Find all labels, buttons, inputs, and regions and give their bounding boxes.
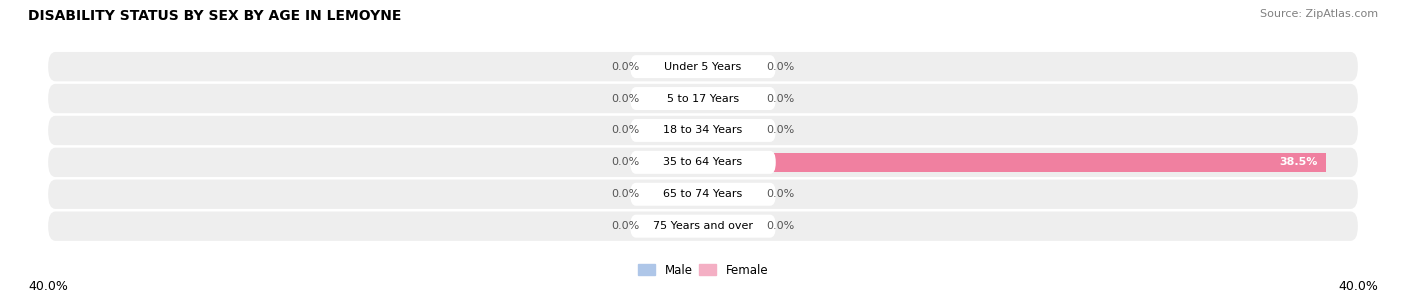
Text: 75 Years and over: 75 Years and over (652, 221, 754, 231)
Text: 0.0%: 0.0% (612, 125, 640, 135)
Text: 0.0%: 0.0% (612, 221, 640, 231)
Text: 5 to 17 Years: 5 to 17 Years (666, 94, 740, 103)
Text: Under 5 Years: Under 5 Years (665, 62, 741, 72)
Bar (703, 153, 1326, 172)
Text: 40.0%: 40.0% (1339, 280, 1378, 293)
Bar (647, 217, 703, 236)
FancyBboxPatch shape (630, 183, 776, 206)
Text: 0.0%: 0.0% (612, 189, 640, 199)
Bar (647, 57, 703, 76)
Text: 18 to 34 Years: 18 to 34 Years (664, 125, 742, 135)
Text: 0.0%: 0.0% (612, 157, 640, 167)
Text: 0.0%: 0.0% (766, 125, 794, 135)
FancyBboxPatch shape (48, 148, 1358, 177)
FancyBboxPatch shape (630, 119, 776, 142)
FancyBboxPatch shape (48, 52, 1358, 81)
Bar (647, 185, 703, 204)
FancyBboxPatch shape (630, 87, 776, 110)
Text: 35 to 64 Years: 35 to 64 Years (664, 157, 742, 167)
Bar (703, 57, 759, 76)
FancyBboxPatch shape (48, 84, 1358, 113)
Bar (647, 121, 703, 140)
Bar (647, 153, 703, 172)
Text: 0.0%: 0.0% (766, 189, 794, 199)
Text: Source: ZipAtlas.com: Source: ZipAtlas.com (1260, 9, 1378, 19)
Text: 65 to 74 Years: 65 to 74 Years (664, 189, 742, 199)
Text: 0.0%: 0.0% (612, 94, 640, 103)
Text: 0.0%: 0.0% (766, 62, 794, 72)
FancyBboxPatch shape (630, 55, 776, 78)
Text: 0.0%: 0.0% (766, 221, 794, 231)
Bar (647, 89, 703, 108)
Bar (703, 185, 759, 204)
Bar (703, 121, 759, 140)
Text: 40.0%: 40.0% (28, 280, 67, 293)
FancyBboxPatch shape (48, 211, 1358, 241)
FancyBboxPatch shape (48, 180, 1358, 209)
Bar (703, 89, 759, 108)
Text: 0.0%: 0.0% (612, 62, 640, 72)
Legend: Male, Female: Male, Female (633, 259, 773, 282)
Bar (703, 217, 759, 236)
Text: 38.5%: 38.5% (1279, 157, 1317, 167)
Text: 0.0%: 0.0% (766, 94, 794, 103)
FancyBboxPatch shape (630, 151, 776, 174)
Text: DISABILITY STATUS BY SEX BY AGE IN LEMOYNE: DISABILITY STATUS BY SEX BY AGE IN LEMOY… (28, 9, 402, 23)
FancyBboxPatch shape (630, 215, 776, 238)
FancyBboxPatch shape (48, 116, 1358, 145)
